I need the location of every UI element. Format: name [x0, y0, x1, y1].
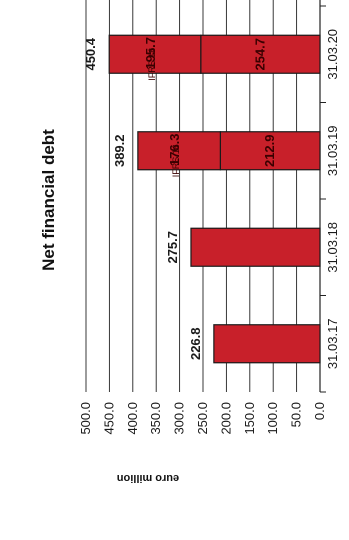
value-tick-label: 350.0 [148, 402, 163, 435]
value-axis-title: euro million [117, 472, 180, 484]
bar-total-label: 226.8 [188, 327, 203, 360]
segment-note-label: IFRS 16 [147, 48, 157, 81]
value-tick-label: 50.0 [289, 402, 304, 427]
bar-total-label: 275.7 [165, 231, 180, 264]
segment-value-label: 254.7 [252, 38, 267, 71]
category-label: 31.03.18 [325, 222, 340, 273]
value-axis-ticks: 0.0 50.0 100.0 150.0 200.0 250.0 300.0 350.0 400… [78, 402, 327, 435]
bar-total-label: 450.4 [83, 37, 98, 70]
value-tick-label: 150.0 [242, 402, 257, 435]
value-tick-label: 500.0 [78, 402, 93, 435]
segment-value-label: 195.7 [143, 37, 158, 70]
value-tick-label: 250.0 [195, 402, 210, 435]
category-label: 31.03.20 [325, 29, 340, 80]
bar-segment-upper [108, 34, 202, 74]
value-tick-label: 400.0 [125, 402, 140, 435]
value-tick-label: 0.0 [312, 402, 327, 420]
bar-total-label: 389.2 [112, 134, 127, 167]
bar-segment-upper [137, 131, 221, 171]
segment-value-label: 212.9 [262, 134, 277, 167]
bar-segment-lower [190, 227, 321, 267]
category-label: 31.03.17 [325, 318, 340, 369]
value-tick-label: 100.0 [265, 402, 280, 435]
segment-note-label: IFRS 16 [171, 144, 181, 177]
value-tick-label: 450.0 [101, 402, 116, 435]
segment-value-label: 176.3 [167, 133, 182, 166]
bars [108, 34, 321, 364]
bar-segment-lower [213, 324, 321, 364]
value-tick-label: 200.0 [218, 402, 233, 435]
value-tick-label: 300.0 [172, 402, 187, 435]
category-label: 31.03.19 [325, 125, 340, 176]
chart-title: Net financial debt [39, 129, 58, 271]
